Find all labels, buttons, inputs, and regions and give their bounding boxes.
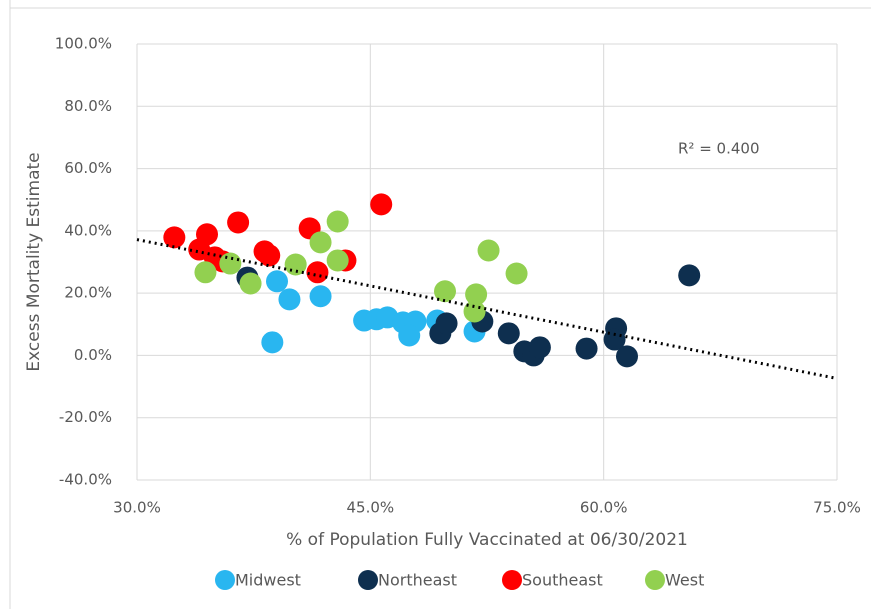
- point: [465, 283, 488, 306]
- point: [616, 345, 638, 368]
- point: [306, 261, 329, 284]
- point: [239, 272, 262, 295]
- y-axis-title: Excess Mortality Estimate: [24, 152, 44, 371]
- legend-label: Midwest: [235, 571, 301, 590]
- point: [163, 226, 186, 249]
- legend-marker: [358, 570, 378, 590]
- point: [261, 331, 284, 354]
- x-axis-title: % of Population Fully Vaccinated at 06/3…: [286, 530, 688, 550]
- y-tick-label: -20.0%: [59, 408, 112, 426]
- legend-marker: [502, 570, 522, 590]
- point: [435, 312, 458, 335]
- point: [278, 288, 301, 311]
- point: [194, 261, 217, 284]
- point: [326, 210, 349, 233]
- trendline: [136, 238, 838, 380]
- point: [434, 280, 456, 303]
- point: [196, 223, 218, 246]
- point: [258, 244, 281, 267]
- x-tick-label: 45.0%: [347, 499, 395, 517]
- legend-marker: [215, 570, 235, 590]
- point: [309, 231, 332, 254]
- y-tick-label: 40.0%: [64, 221, 112, 239]
- point: [398, 324, 421, 347]
- y-tick-label: 0.0%: [74, 346, 112, 364]
- point: [463, 300, 486, 323]
- point: [497, 322, 520, 345]
- point: [266, 270, 288, 293]
- y-tick-label: -40.0%: [59, 471, 112, 489]
- point: [678, 264, 701, 287]
- point: [477, 239, 500, 262]
- point: [309, 285, 332, 308]
- legend-marker: [645, 570, 665, 590]
- trendline-label: R² = 0.400: [678, 140, 759, 158]
- x-tick-label: 60.0%: [580, 499, 628, 517]
- point: [528, 336, 551, 359]
- y-tick-label: 100.0%: [55, 35, 112, 53]
- point: [326, 249, 349, 272]
- legend-label: West: [665, 571, 704, 590]
- point: [575, 337, 598, 360]
- point: [227, 211, 250, 234]
- y-tick-label: 20.0%: [64, 284, 112, 302]
- point: [219, 252, 242, 275]
- y-tick-label: 60.0%: [64, 159, 112, 177]
- y-tick-label: 80.0%: [64, 97, 112, 115]
- point: [505, 262, 528, 285]
- legend-label: Southeast: [522, 571, 603, 590]
- point: [370, 193, 393, 216]
- legend-label: Northeast: [378, 571, 457, 590]
- x-tick-label: 75.0%: [813, 499, 861, 517]
- x-tick-label: 30.0%: [113, 499, 161, 517]
